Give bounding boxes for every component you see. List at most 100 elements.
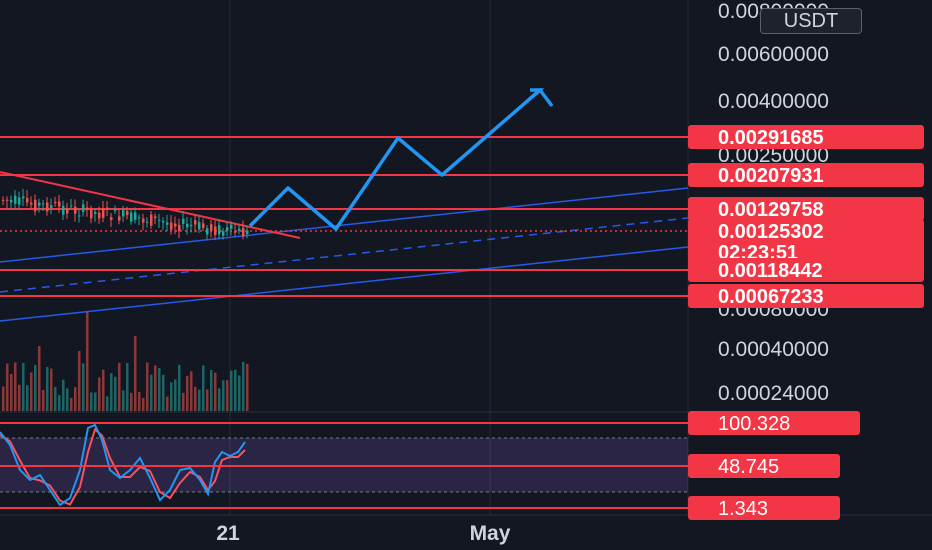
- candle-body: [238, 228, 241, 232]
- candle-body: [234, 231, 237, 233]
- last-price-tag: [688, 219, 924, 265]
- price-tag-label: 0.00207931: [718, 165, 824, 187]
- volume-bar: [174, 379, 177, 411]
- candle-body: [110, 217, 113, 221]
- volume-bar: [218, 388, 221, 411]
- candle-body: [54, 202, 57, 204]
- volume-bar: [98, 377, 101, 411]
- price-tag-label: 0.00067233: [718, 286, 824, 308]
- price-tag: [688, 125, 924, 149]
- volume-bar: [86, 311, 89, 411]
- volume-bar: [82, 363, 85, 411]
- candle-body: [22, 196, 25, 199]
- volume-bar: [162, 374, 165, 411]
- volume-bars: [2, 311, 249, 411]
- volume-bar: [50, 368, 53, 411]
- volume-bar: [170, 382, 173, 411]
- price-tag-label: 0.00291685: [718, 127, 824, 149]
- candle-body: [218, 225, 221, 235]
- volume-bar: [94, 392, 97, 411]
- candle-body: [134, 212, 137, 220]
- price-tag: [688, 197, 924, 221]
- volume-bar: [14, 362, 17, 411]
- volume-bar: [222, 380, 225, 411]
- volume-bar: [78, 351, 81, 411]
- volume-bar: [214, 372, 217, 411]
- candle-body: [42, 203, 45, 205]
- volume-bar: [62, 379, 65, 411]
- volume-bar: [42, 390, 45, 411]
- candle-body: [30, 202, 33, 205]
- volume-bar: [38, 346, 41, 411]
- volume-bar: [242, 361, 245, 411]
- volume-bar: [150, 374, 153, 411]
- oscillator-tags: 100.328 48.745 1.343: [688, 411, 860, 520]
- volume-bar: [198, 389, 201, 411]
- volume-bar: [246, 363, 249, 411]
- price-tick-label: 0.00400000: [718, 90, 829, 113]
- candle-body: [90, 208, 93, 219]
- volume-bar: [54, 386, 57, 411]
- price-tag: [688, 284, 924, 308]
- candle-body: [190, 225, 193, 227]
- candle-body: [2, 199, 5, 201]
- candle-body: [74, 206, 77, 214]
- candles: [2, 188, 249, 240]
- candle-body: [210, 224, 213, 231]
- candle-body: [178, 224, 181, 232]
- candle-body: [150, 214, 153, 226]
- candle-body: [58, 201, 61, 207]
- volume-bar: [146, 362, 149, 411]
- descending-trendline[interactable]: [0, 171, 301, 239]
- volume-bar: [18, 384, 21, 411]
- price-tick-label: 0.00024000: [718, 382, 829, 405]
- candle-body: [194, 220, 197, 225]
- volume-bar: [2, 386, 5, 411]
- volume-bar: [126, 362, 129, 411]
- candle-body: [78, 215, 81, 217]
- candle-body: [18, 197, 21, 205]
- oscillator-tag-label: 100.328: [718, 413, 790, 435]
- candle-body: [82, 204, 85, 212]
- volume-bar: [202, 365, 205, 411]
- volume-bar: [158, 367, 161, 411]
- candle-body: [126, 210, 129, 216]
- volume-bar: [66, 388, 69, 411]
- volume-bar: [110, 373, 113, 411]
- volume-bar: [206, 389, 209, 411]
- candle-body: [170, 222, 173, 230]
- volume-bar: [142, 398, 145, 411]
- candle-body: [46, 202, 49, 212]
- candle-body: [94, 211, 97, 214]
- candle-body: [138, 217, 141, 219]
- price-tick-label: 0.00600000: [718, 43, 829, 66]
- price-tag-label: 0.00129758: [718, 199, 824, 221]
- oscillator-tag-label: 48.745: [718, 456, 779, 478]
- candle-body: [146, 221, 149, 223]
- oscillator-tag-label: 1.343: [718, 498, 768, 520]
- candle-body: [202, 223, 205, 228]
- channel-upper-line[interactable]: [0, 187, 689, 263]
- oscillator-tag: [688, 454, 840, 478]
- oscillator-k-line: [0, 423, 246, 507]
- candle-body: [186, 223, 189, 228]
- channel-middle-line[interactable]: [0, 217, 689, 293]
- channel-lower-line[interactable]: [0, 246, 689, 322]
- volume-bar: [166, 396, 169, 411]
- volume-bar: [194, 386, 197, 411]
- candle-body: [62, 205, 65, 215]
- projection-arrow-head: [530, 88, 545, 96]
- candle-body: [162, 220, 165, 223]
- volume-bar: [26, 385, 29, 411]
- candle-body: [166, 222, 169, 225]
- volume-bar: [234, 369, 237, 411]
- volume-bar: [58, 395, 61, 411]
- currency-unit-label[interactable]: USDT: [760, 8, 862, 34]
- candle-body: [6, 199, 9, 201]
- candle-body: [102, 208, 105, 218]
- candle-body: [34, 199, 37, 212]
- candle-body: [154, 216, 157, 219]
- volume-bar: [30, 372, 33, 411]
- candle-body: [214, 226, 217, 235]
